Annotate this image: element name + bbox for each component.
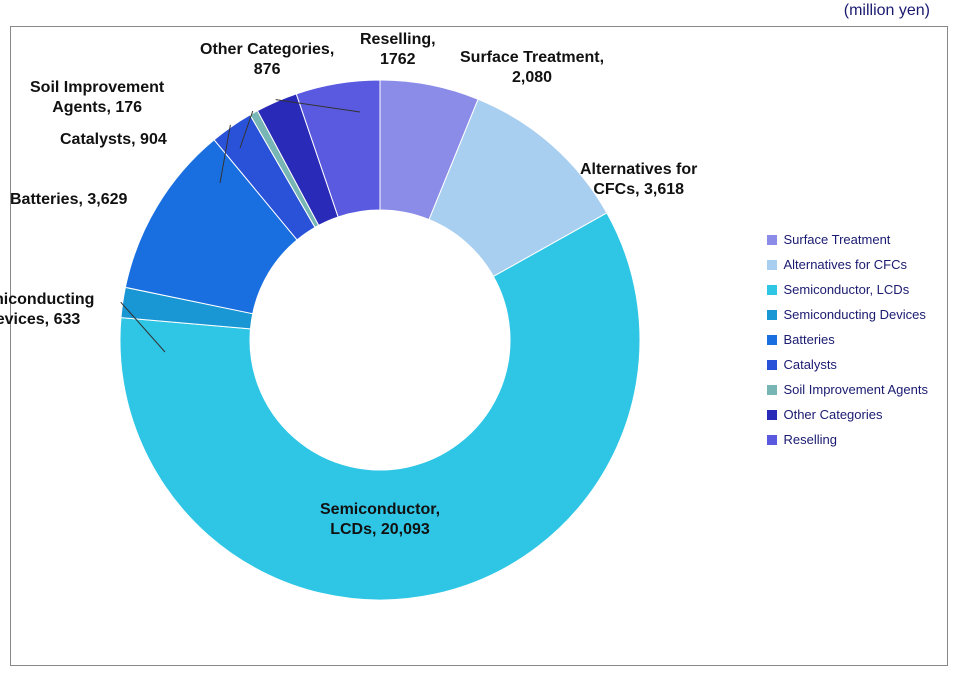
legend-item: Surface Treatment (767, 232, 928, 247)
legend-swatch (767, 435, 777, 445)
data-label: Reselling, 1762 (360, 30, 436, 70)
legend-label: Alternatives for CFCs (783, 257, 907, 272)
legend-item: Other Categories (767, 407, 928, 422)
data-label: Semiconductor, LCDs, 20,093 (320, 500, 440, 540)
legend-label: Catalysts (783, 357, 836, 372)
legend-swatch (767, 285, 777, 295)
chart-canvas: (million yen) Surface Treatment Alternati… (0, 0, 960, 677)
legend-item: Reselling (767, 432, 928, 447)
data-label: Alternatives for CFCs, 3,618 (580, 160, 697, 200)
legend-label: Semiconducting Devices (783, 307, 925, 322)
legend-item: Semiconducting Devices (767, 307, 928, 322)
legend-item: Catalysts (767, 357, 928, 372)
legend-swatch (767, 235, 777, 245)
legend-label: Soil Improvement Agents (783, 382, 928, 397)
legend-item: Semiconductor, LCDs (767, 282, 928, 297)
data-label: Soil Improvement Agents, 176 (30, 78, 164, 118)
legend-swatch (767, 360, 777, 370)
legend-swatch (767, 410, 777, 420)
data-label: Semiconducting Devices, 633 (0, 290, 94, 330)
legend-swatch (767, 385, 777, 395)
legend-swatch (767, 260, 777, 270)
data-label: Batteries, 3,629 (10, 190, 127, 210)
legend-label: Other Categories (783, 407, 882, 422)
data-label: Catalysts, 904 (60, 130, 167, 150)
legend-label: Reselling (783, 432, 836, 447)
legend-swatch (767, 310, 777, 320)
legend-label: Surface Treatment (783, 232, 890, 247)
legend-label: Semiconductor, LCDs (783, 282, 909, 297)
unit-label: (million yen) (844, 2, 930, 20)
data-label: Other Categories, 876 (200, 40, 334, 80)
legend-label: Batteries (783, 332, 834, 347)
legend-item: Soil Improvement Agents (767, 382, 928, 397)
legend-swatch (767, 335, 777, 345)
legend-item: Alternatives for CFCs (767, 257, 928, 272)
legend: Surface Treatment Alternatives for CFCs Se… (767, 232, 928, 457)
data-label: Surface Treatment, 2,080 (460, 48, 604, 88)
legend-item: Batteries (767, 332, 928, 347)
